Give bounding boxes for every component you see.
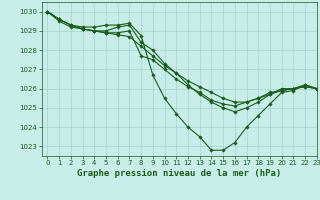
- X-axis label: Graphe pression niveau de la mer (hPa): Graphe pression niveau de la mer (hPa): [77, 169, 281, 178]
